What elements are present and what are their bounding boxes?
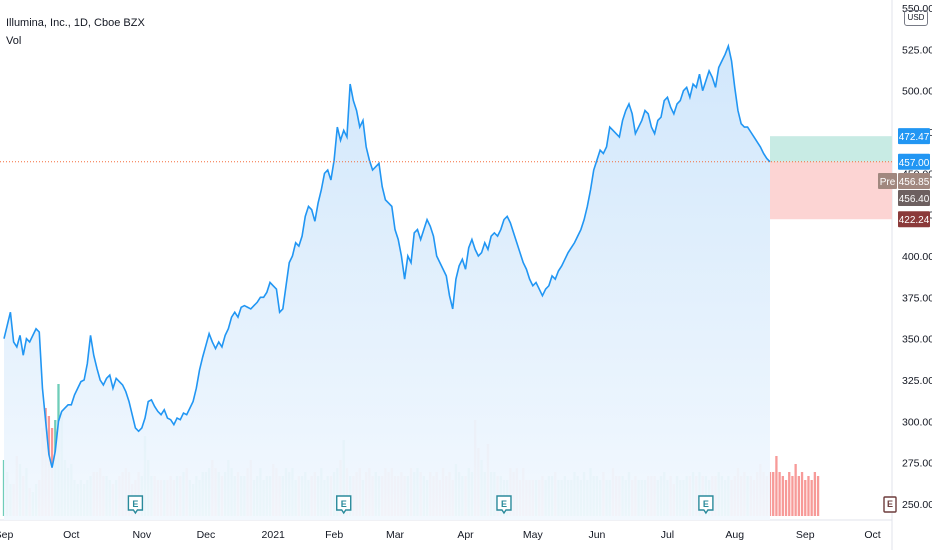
earnings-label: E: [703, 499, 709, 509]
currency-button[interactable]: USD: [904, 10, 928, 26]
y-tick-label: 375.00: [902, 292, 932, 304]
volume-bar: [804, 480, 807, 516]
y-tick-label: 525.00: [902, 44, 932, 56]
price-tag-target: 472.47: [898, 128, 930, 145]
price-tag-stop: 422.24: [898, 211, 930, 228]
earnings-label: E: [341, 499, 347, 509]
y-tick-label: 300.00: [902, 416, 932, 428]
x-tick-label: Feb: [325, 529, 343, 541]
x-tick-label: Oct: [864, 529, 880, 541]
volume-bar: [813, 472, 817, 516]
x-tick-label: Jun: [588, 529, 605, 541]
x-tick-label: Jul: [661, 529, 674, 541]
volume-bar: [781, 476, 784, 516]
volume-bar: [794, 464, 797, 516]
volume-bar: [784, 480, 788, 516]
y-tick-label: 400.00: [902, 251, 932, 263]
earnings-marker[interactable]: E: [883, 496, 897, 513]
x-tick-label: Sep: [796, 529, 815, 541]
x-tick-label: Mar: [386, 529, 405, 541]
earnings-label: E: [887, 499, 893, 509]
volume-bar: [816, 476, 820, 516]
stop-zone[interactable]: [770, 161, 892, 220]
volume-bar: [775, 456, 778, 516]
x-tick-label: May: [523, 529, 544, 541]
earnings-marker[interactable]: E: [698, 495, 714, 515]
earnings-label: E: [501, 499, 507, 509]
price-tag-label: 472.47: [899, 132, 930, 143]
volume-bar: [788, 472, 791, 516]
earnings-marker[interactable]: E: [336, 495, 352, 515]
earnings-marker[interactable]: E: [127, 495, 144, 515]
symbol-label: Illumina, Inc., 1D, Cboe BZX: [6, 17, 145, 29]
target-zone[interactable]: [770, 136, 892, 162]
price-tag-label: 456.40: [899, 194, 930, 205]
earnings-marker[interactable]: E: [496, 495, 512, 515]
price-line[interactable]: [3, 43, 771, 468]
price-area: [4, 46, 770, 520]
volume-bar: [807, 476, 810, 516]
earnings-label: E: [132, 499, 138, 509]
price-tag-label: 456.85: [899, 177, 930, 188]
y-tick-label: 550.00: [902, 3, 932, 15]
y-tick-label: 275.00: [902, 458, 932, 470]
pre-market-label: Pre: [880, 177, 896, 188]
y-tick-label: 500.00: [902, 86, 932, 98]
volume-label: Vol: [6, 35, 22, 47]
y-tick-label: 325.00: [902, 375, 932, 387]
volume-bar: [800, 472, 804, 516]
chart-legend: Illumina, Inc., 1D, Cboe BZX Vol: [6, 14, 145, 50]
price-tag-label: 422.24: [899, 215, 930, 226]
volume-bar: [810, 480, 813, 516]
volume-bar: [772, 472, 775, 516]
volume-bar: [791, 476, 794, 516]
x-tick-label: Dec: [197, 529, 216, 541]
x-tick-label: Apr: [457, 529, 474, 541]
x-tick-label: Aug: [725, 529, 744, 541]
x-tick-label: Nov: [132, 529, 151, 541]
price-tag-label: 457.00: [899, 158, 930, 169]
price-tag-last: 457.00: [898, 153, 930, 170]
y-tick-label: 350.00: [902, 334, 932, 346]
price-tag-last2: 456.40: [898, 190, 930, 206]
y-tick-label: 250.00: [902, 499, 932, 511]
x-tick-label: Sep: [0, 529, 13, 541]
volume-bar: [797, 476, 800, 516]
volume-bar: [778, 472, 781, 516]
x-tick-label: 2021: [262, 529, 286, 541]
x-tick-label: Oct: [63, 529, 79, 541]
